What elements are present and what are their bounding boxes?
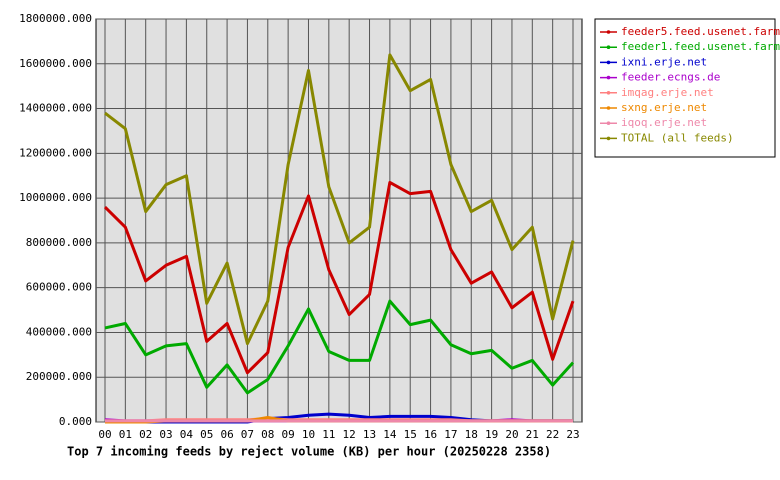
plot-area (95, 18, 583, 423)
x-tick-label: 03 (159, 428, 172, 441)
y-tick-label: 0.000 (59, 415, 92, 428)
x-tick-label: 06 (220, 428, 233, 441)
x-tick-label: 13 (363, 428, 376, 441)
y-tick-label: 1800000.000 (19, 12, 92, 25)
x-tick-label: 18 (465, 428, 478, 441)
legend-label: TOTAL (all feeds) (621, 131, 734, 144)
legend-dot (606, 121, 611, 125)
legend-label: ixni.erje.net (621, 55, 707, 68)
x-tick-label: 01 (119, 428, 132, 441)
legend-dot (606, 106, 611, 110)
legend-label: feeder5.feed.usenet.farm (621, 25, 780, 38)
series-line (104, 53, 575, 346)
legend-box (594, 18, 776, 158)
x-tick-label: 11 (322, 428, 335, 441)
legend-label: feeder.ecngs.de (621, 71, 720, 84)
legend-dot (606, 60, 611, 65)
x-tick-label: 12 (343, 428, 356, 441)
y-tick-label: 1200000.000 (19, 146, 92, 159)
legend-label: feeder1.feed.usenet.farm (621, 40, 780, 53)
legend-dot (606, 30, 611, 34)
y-tick-label: 600000.000 (26, 281, 92, 294)
x-tick-label: 15 (404, 428, 417, 441)
x-tick-label: 04 (180, 428, 194, 441)
legend-dot (606, 45, 611, 49)
series-line (104, 299, 575, 395)
legend-dot (606, 91, 611, 95)
y-tick-label: 400000.000 (26, 325, 92, 338)
legend-label: imqag.erje.net (621, 86, 714, 99)
x-tick-label: 19 (485, 428, 498, 441)
x-tick-label: 22 (546, 428, 559, 441)
x-tick-label: 00 (98, 428, 111, 441)
legend-dot (606, 75, 611, 80)
series-line (103, 180, 575, 375)
x-tick-label: 17 (444, 428, 457, 441)
x-tick-label: 23 (566, 428, 579, 441)
legend-label: iqoq.erje.net (621, 116, 707, 129)
x-tick-label: 02 (139, 428, 152, 441)
x-tick-label: 08 (261, 428, 274, 441)
x-tick-label: 10 (302, 428, 315, 441)
x-tick-label: 16 (424, 428, 437, 441)
legend-dot (606, 136, 611, 141)
legend-label: sxng.erje.net (621, 101, 707, 114)
x-tick-label: 05 (200, 428, 213, 441)
x-tick-label: 20 (505, 428, 518, 441)
chart-title: Top 7 incoming feeds by reject volume (K… (67, 445, 551, 459)
y-tick-label: 1600000.000 (19, 57, 92, 70)
y-tick-label: 200000.000 (26, 370, 92, 383)
x-tick-label: 07 (241, 428, 254, 441)
y-tick-label: 1000000.000 (19, 191, 92, 204)
x-tick-label: 09 (282, 428, 295, 441)
y-tick-label: 800000.000 (26, 236, 92, 249)
y-tick-label: 1400000.000 (19, 102, 92, 115)
x-tick-label: 21 (526, 428, 539, 441)
x-tick-label: 14 (383, 428, 397, 441)
